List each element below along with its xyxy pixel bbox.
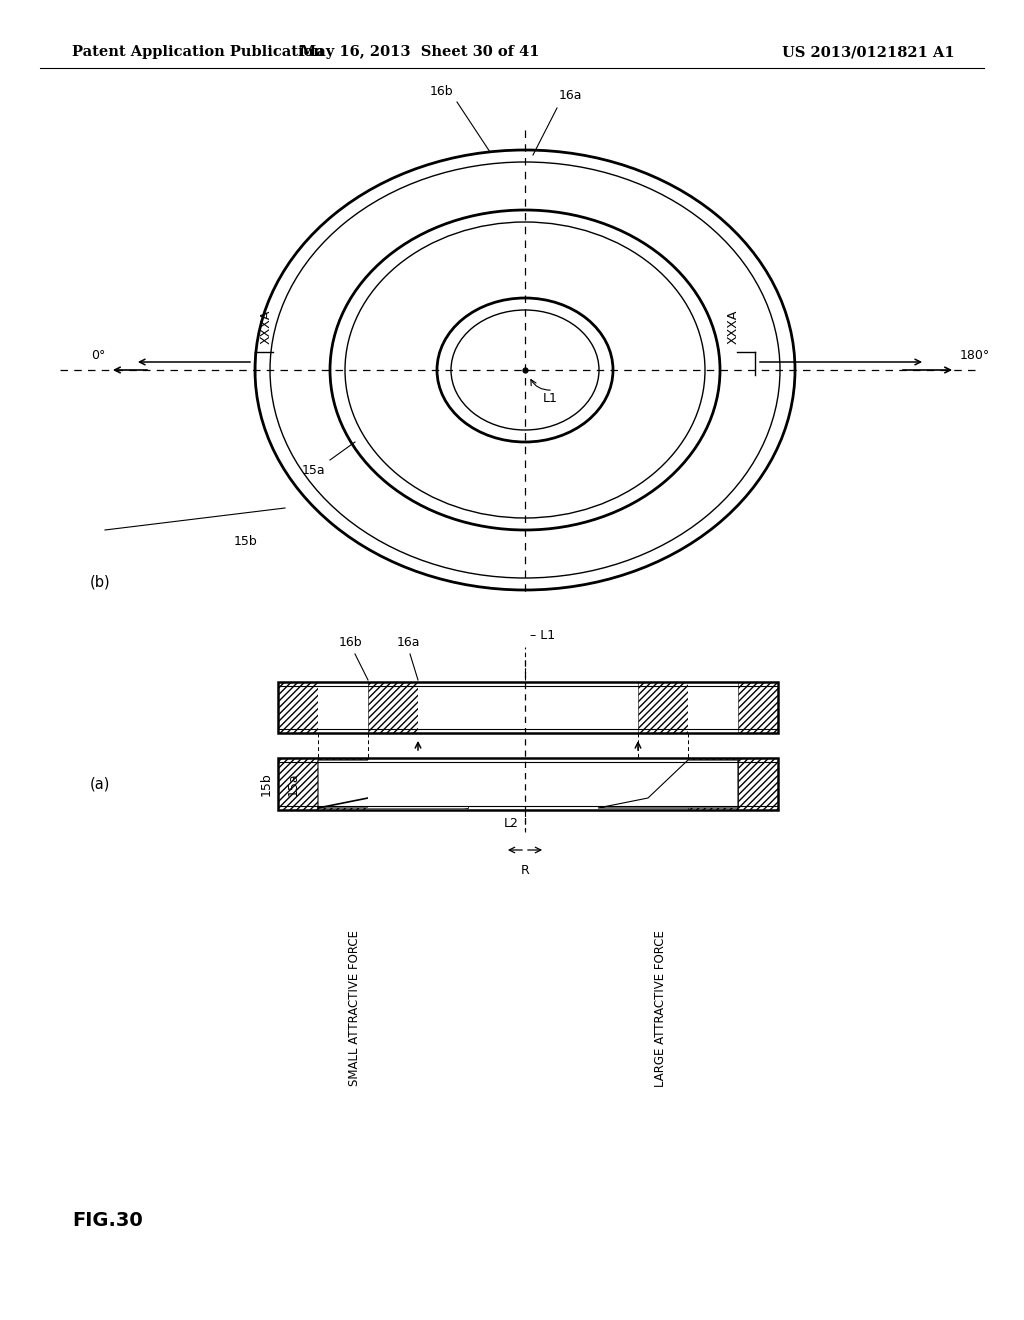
Bar (738, 758, 778, 810)
Polygon shape (318, 760, 468, 808)
Text: LARGE ATTRACTIVE FORCE: LARGE ATTRACTIVE FORCE (653, 931, 667, 1086)
Bar (278, 682, 778, 733)
Bar (278, 758, 318, 810)
Text: 15b: 15b (260, 772, 273, 796)
Text: 15b: 15b (233, 535, 257, 548)
Bar (278, 682, 778, 733)
Bar (638, 682, 688, 733)
Text: 16a: 16a (396, 636, 420, 649)
Text: 16b: 16b (338, 636, 361, 649)
Text: 0°: 0° (91, 348, 105, 362)
Text: 15a: 15a (301, 465, 325, 477)
Text: FIG.30: FIG.30 (72, 1210, 142, 1229)
Text: May 16, 2013  Sheet 30 of 41: May 16, 2013 Sheet 30 of 41 (300, 45, 540, 59)
Text: 15a: 15a (287, 772, 300, 796)
Text: – L1: – L1 (530, 630, 555, 642)
Polygon shape (598, 760, 738, 808)
Text: XXXA: XXXA (727, 310, 740, 345)
Text: L1: L1 (543, 392, 558, 405)
Text: R: R (520, 865, 529, 876)
Text: XXXA: XXXA (260, 310, 273, 345)
Bar (368, 758, 688, 810)
Bar (278, 758, 778, 810)
Bar (278, 682, 318, 733)
Text: (a): (a) (90, 776, 111, 792)
Bar (688, 682, 738, 733)
Bar (368, 760, 468, 808)
Bar (418, 682, 638, 733)
Bar (368, 682, 418, 733)
Text: 16a: 16a (559, 88, 583, 102)
Bar (738, 682, 778, 733)
Text: 16b: 16b (429, 84, 453, 98)
Text: (b): (b) (90, 574, 111, 590)
Text: Patent Application Publication: Patent Application Publication (72, 45, 324, 59)
Text: US 2013/0121821 A1: US 2013/0121821 A1 (782, 45, 955, 59)
Text: SMALL ATTRACTIVE FORCE: SMALL ATTRACTIVE FORCE (348, 931, 361, 1086)
Bar (318, 758, 368, 810)
Text: 180°: 180° (961, 348, 990, 362)
Bar (318, 682, 368, 733)
Text: L2: L2 (504, 817, 519, 830)
Bar (278, 758, 778, 810)
Bar (688, 758, 738, 810)
